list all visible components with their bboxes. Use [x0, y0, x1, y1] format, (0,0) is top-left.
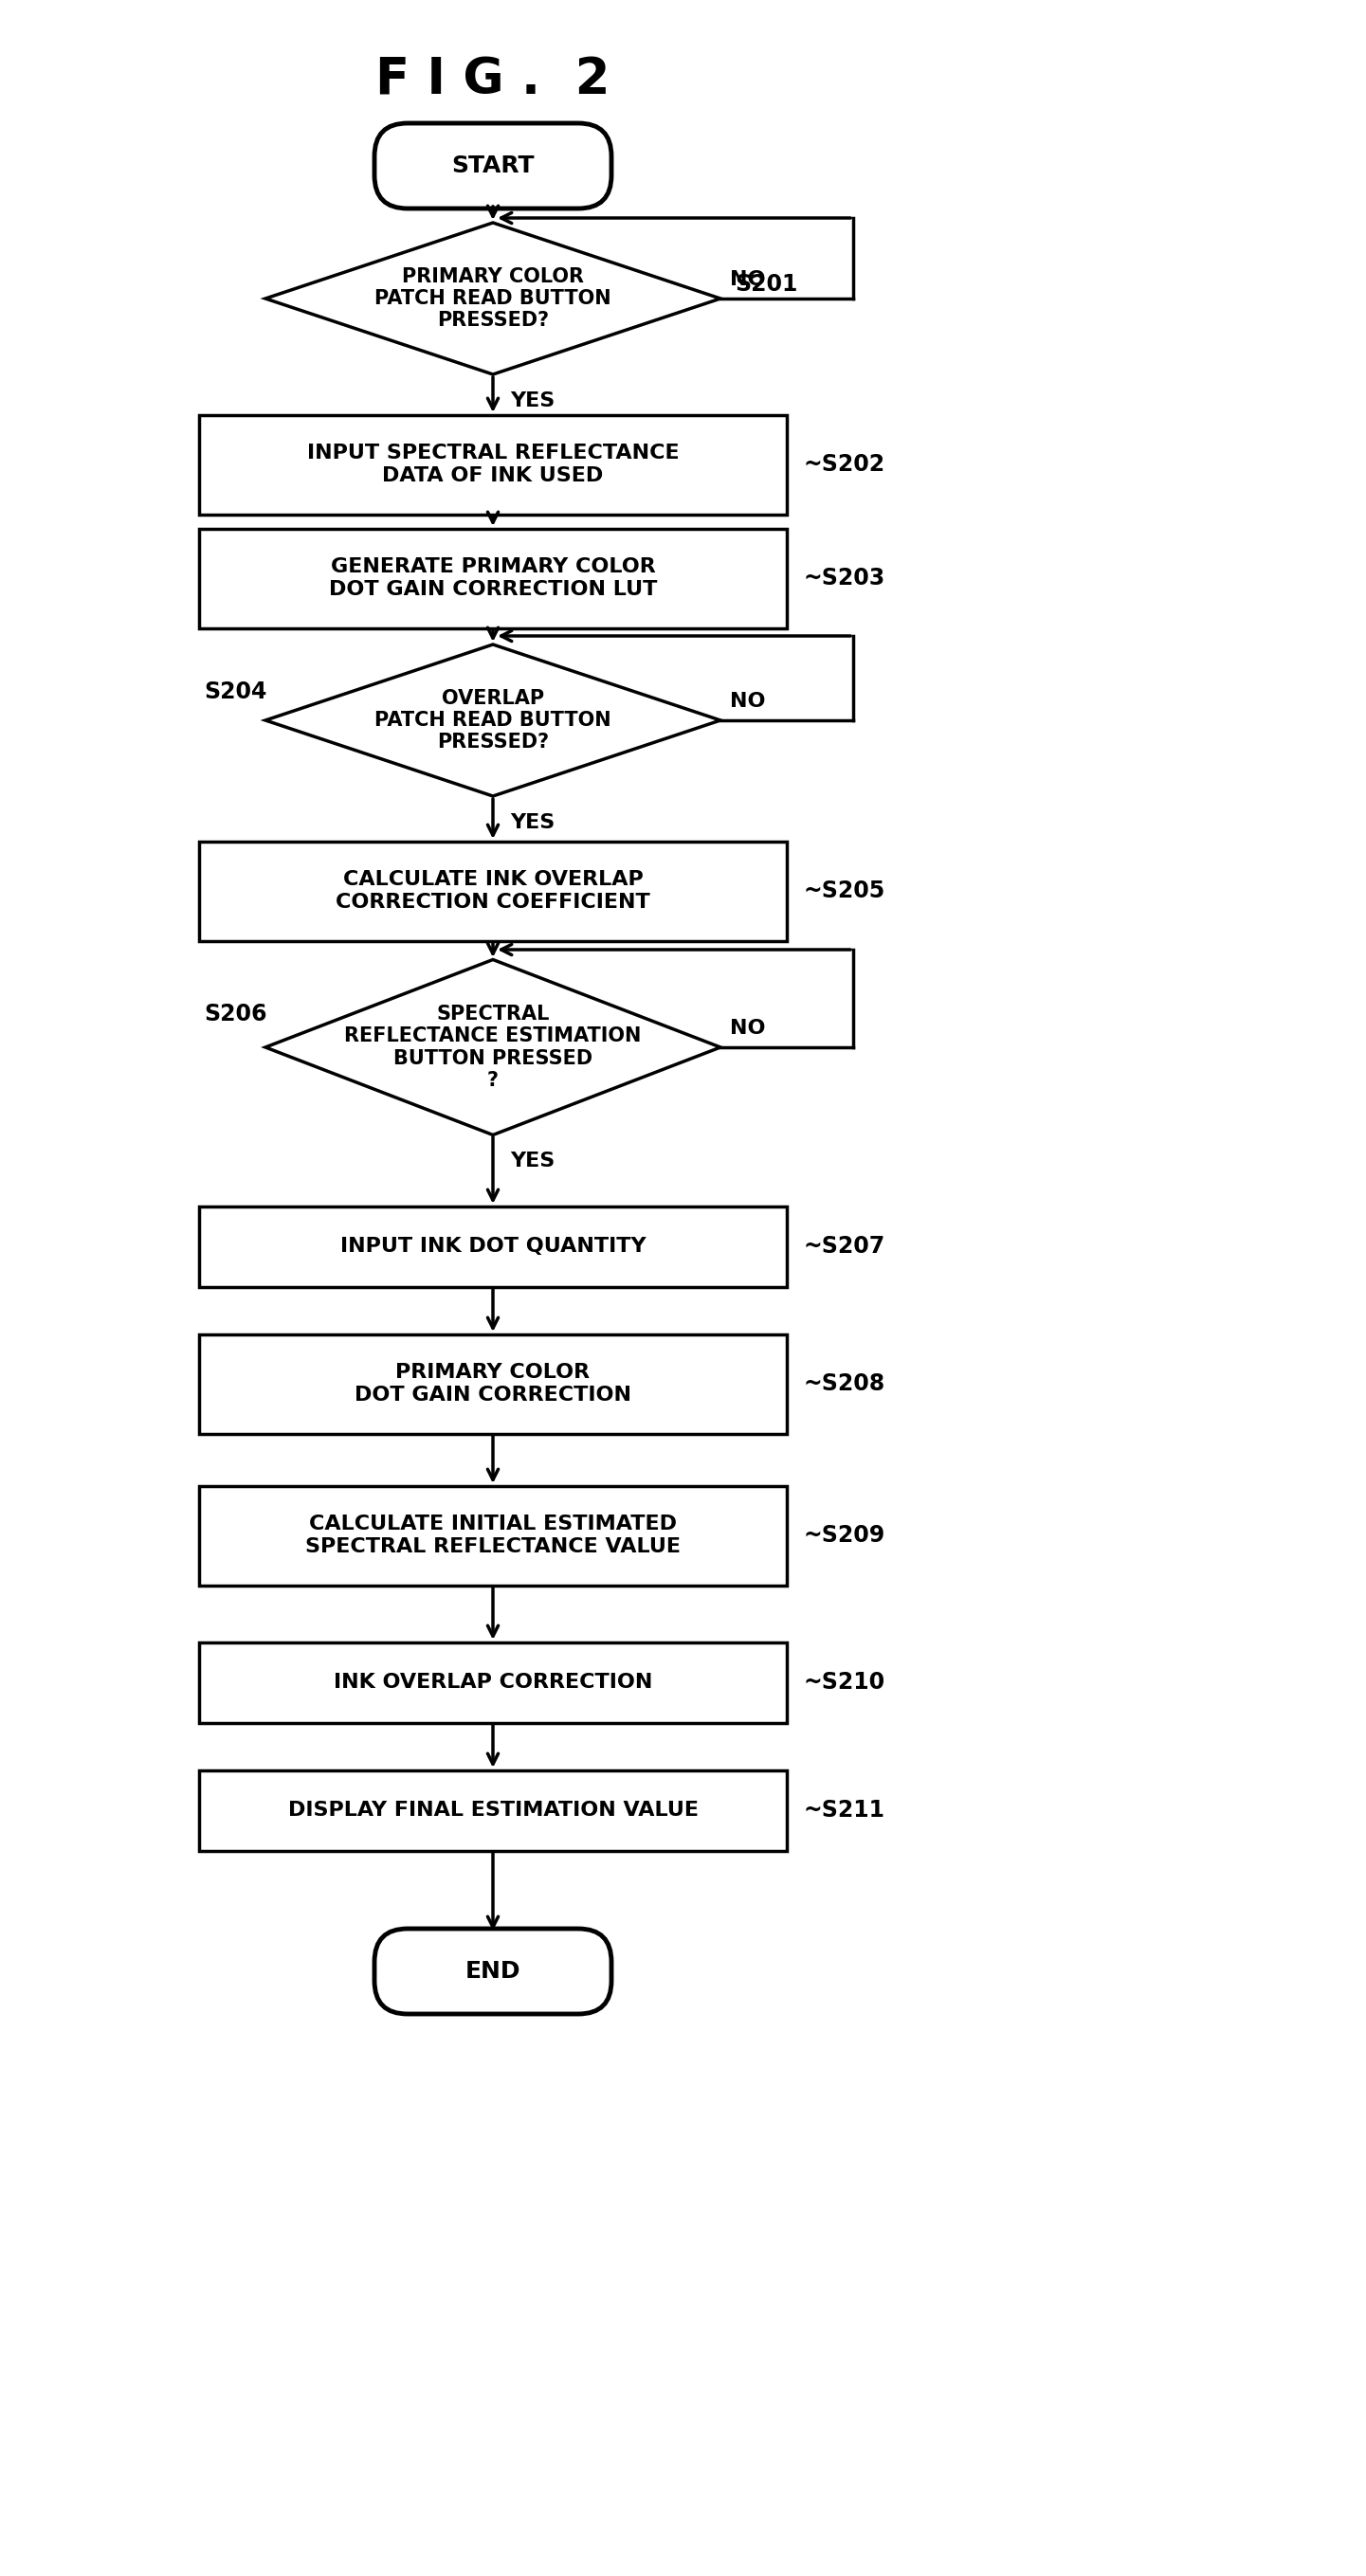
Bar [199, 842, 787, 940]
Text: DISPLAY FINAL ESTIMATION VALUE: DISPLAY FINAL ESTIMATION VALUE [288, 1801, 698, 1819]
Text: END: END [466, 1960, 520, 1984]
Text: OVERLAP
PATCH READ BUTTON
PRESSED?: OVERLAP PATCH READ BUTTON PRESSED? [374, 688, 611, 752]
Text: NO: NO [729, 270, 765, 289]
Polygon shape [265, 644, 720, 796]
Text: YES: YES [510, 392, 555, 410]
Text: YES: YES [510, 814, 555, 832]
Text: ~S211: ~S211 [803, 1798, 885, 1821]
Text: PRIMARY COLOR
PATCH READ BUTTON
PRESSED?: PRIMARY COLOR PATCH READ BUTTON PRESSED? [374, 268, 611, 330]
Text: ~S209: ~S209 [803, 1525, 885, 1546]
Text: GENERATE PRIMARY COLOR
DOT GAIN CORRECTION LUT: GENERATE PRIMARY COLOR DOT GAIN CORRECTI… [329, 556, 657, 598]
Text: CALCULATE INK OVERLAP
CORRECTION COEFFICIENT: CALCULATE INK OVERLAP CORRECTION COEFFIC… [336, 871, 650, 912]
Text: S204: S204 [204, 680, 266, 703]
Text: ~S203: ~S203 [803, 567, 885, 590]
Text: PRIMARY COLOR
DOT GAIN CORRECTION: PRIMARY COLOR DOT GAIN CORRECTION [355, 1363, 631, 1404]
Bar [199, 1486, 787, 1584]
Text: ~S205: ~S205 [803, 878, 885, 902]
Text: S206: S206 [204, 1002, 266, 1025]
Text: S201: S201 [735, 273, 798, 296]
Bar [199, 1641, 787, 1723]
Text: F I G .  2: F I G . 2 [376, 57, 611, 106]
Text: INPUT INK DOT QUANTITY: INPUT INK DOT QUANTITY [340, 1236, 646, 1255]
Text: ~S210: ~S210 [803, 1672, 885, 1692]
Polygon shape [265, 222, 720, 374]
Bar [199, 1206, 787, 1285]
Text: YES: YES [510, 1151, 555, 1170]
Bar [199, 528, 787, 629]
Bar [199, 1770, 787, 1850]
Text: ~S202: ~S202 [803, 453, 885, 477]
Text: START: START [451, 155, 534, 178]
Text: NO: NO [729, 693, 765, 711]
Text: NO: NO [729, 1020, 765, 1038]
FancyBboxPatch shape [374, 124, 612, 209]
Bar [199, 1334, 787, 1432]
Text: ~S207: ~S207 [803, 1234, 885, 1257]
Text: SPECTRAL
REFLECTANCE ESTIMATION
BUTTON PRESSED
?: SPECTRAL REFLECTANCE ESTIMATION BUTTON P… [344, 1005, 642, 1090]
Polygon shape [265, 961, 720, 1136]
Text: INK OVERLAP CORRECTION: INK OVERLAP CORRECTION [333, 1672, 653, 1692]
Text: INPUT SPECTRAL REFLECTANCE
DATA OF INK USED: INPUT SPECTRAL REFLECTANCE DATA OF INK U… [307, 443, 679, 484]
Bar [199, 415, 787, 515]
Text: ~S208: ~S208 [803, 1373, 885, 1396]
Text: CALCULATE INITIAL ESTIMATED
SPECTRAL REFLECTANCE VALUE: CALCULATE INITIAL ESTIMATED SPECTRAL REF… [305, 1515, 680, 1556]
FancyBboxPatch shape [374, 1929, 612, 2014]
